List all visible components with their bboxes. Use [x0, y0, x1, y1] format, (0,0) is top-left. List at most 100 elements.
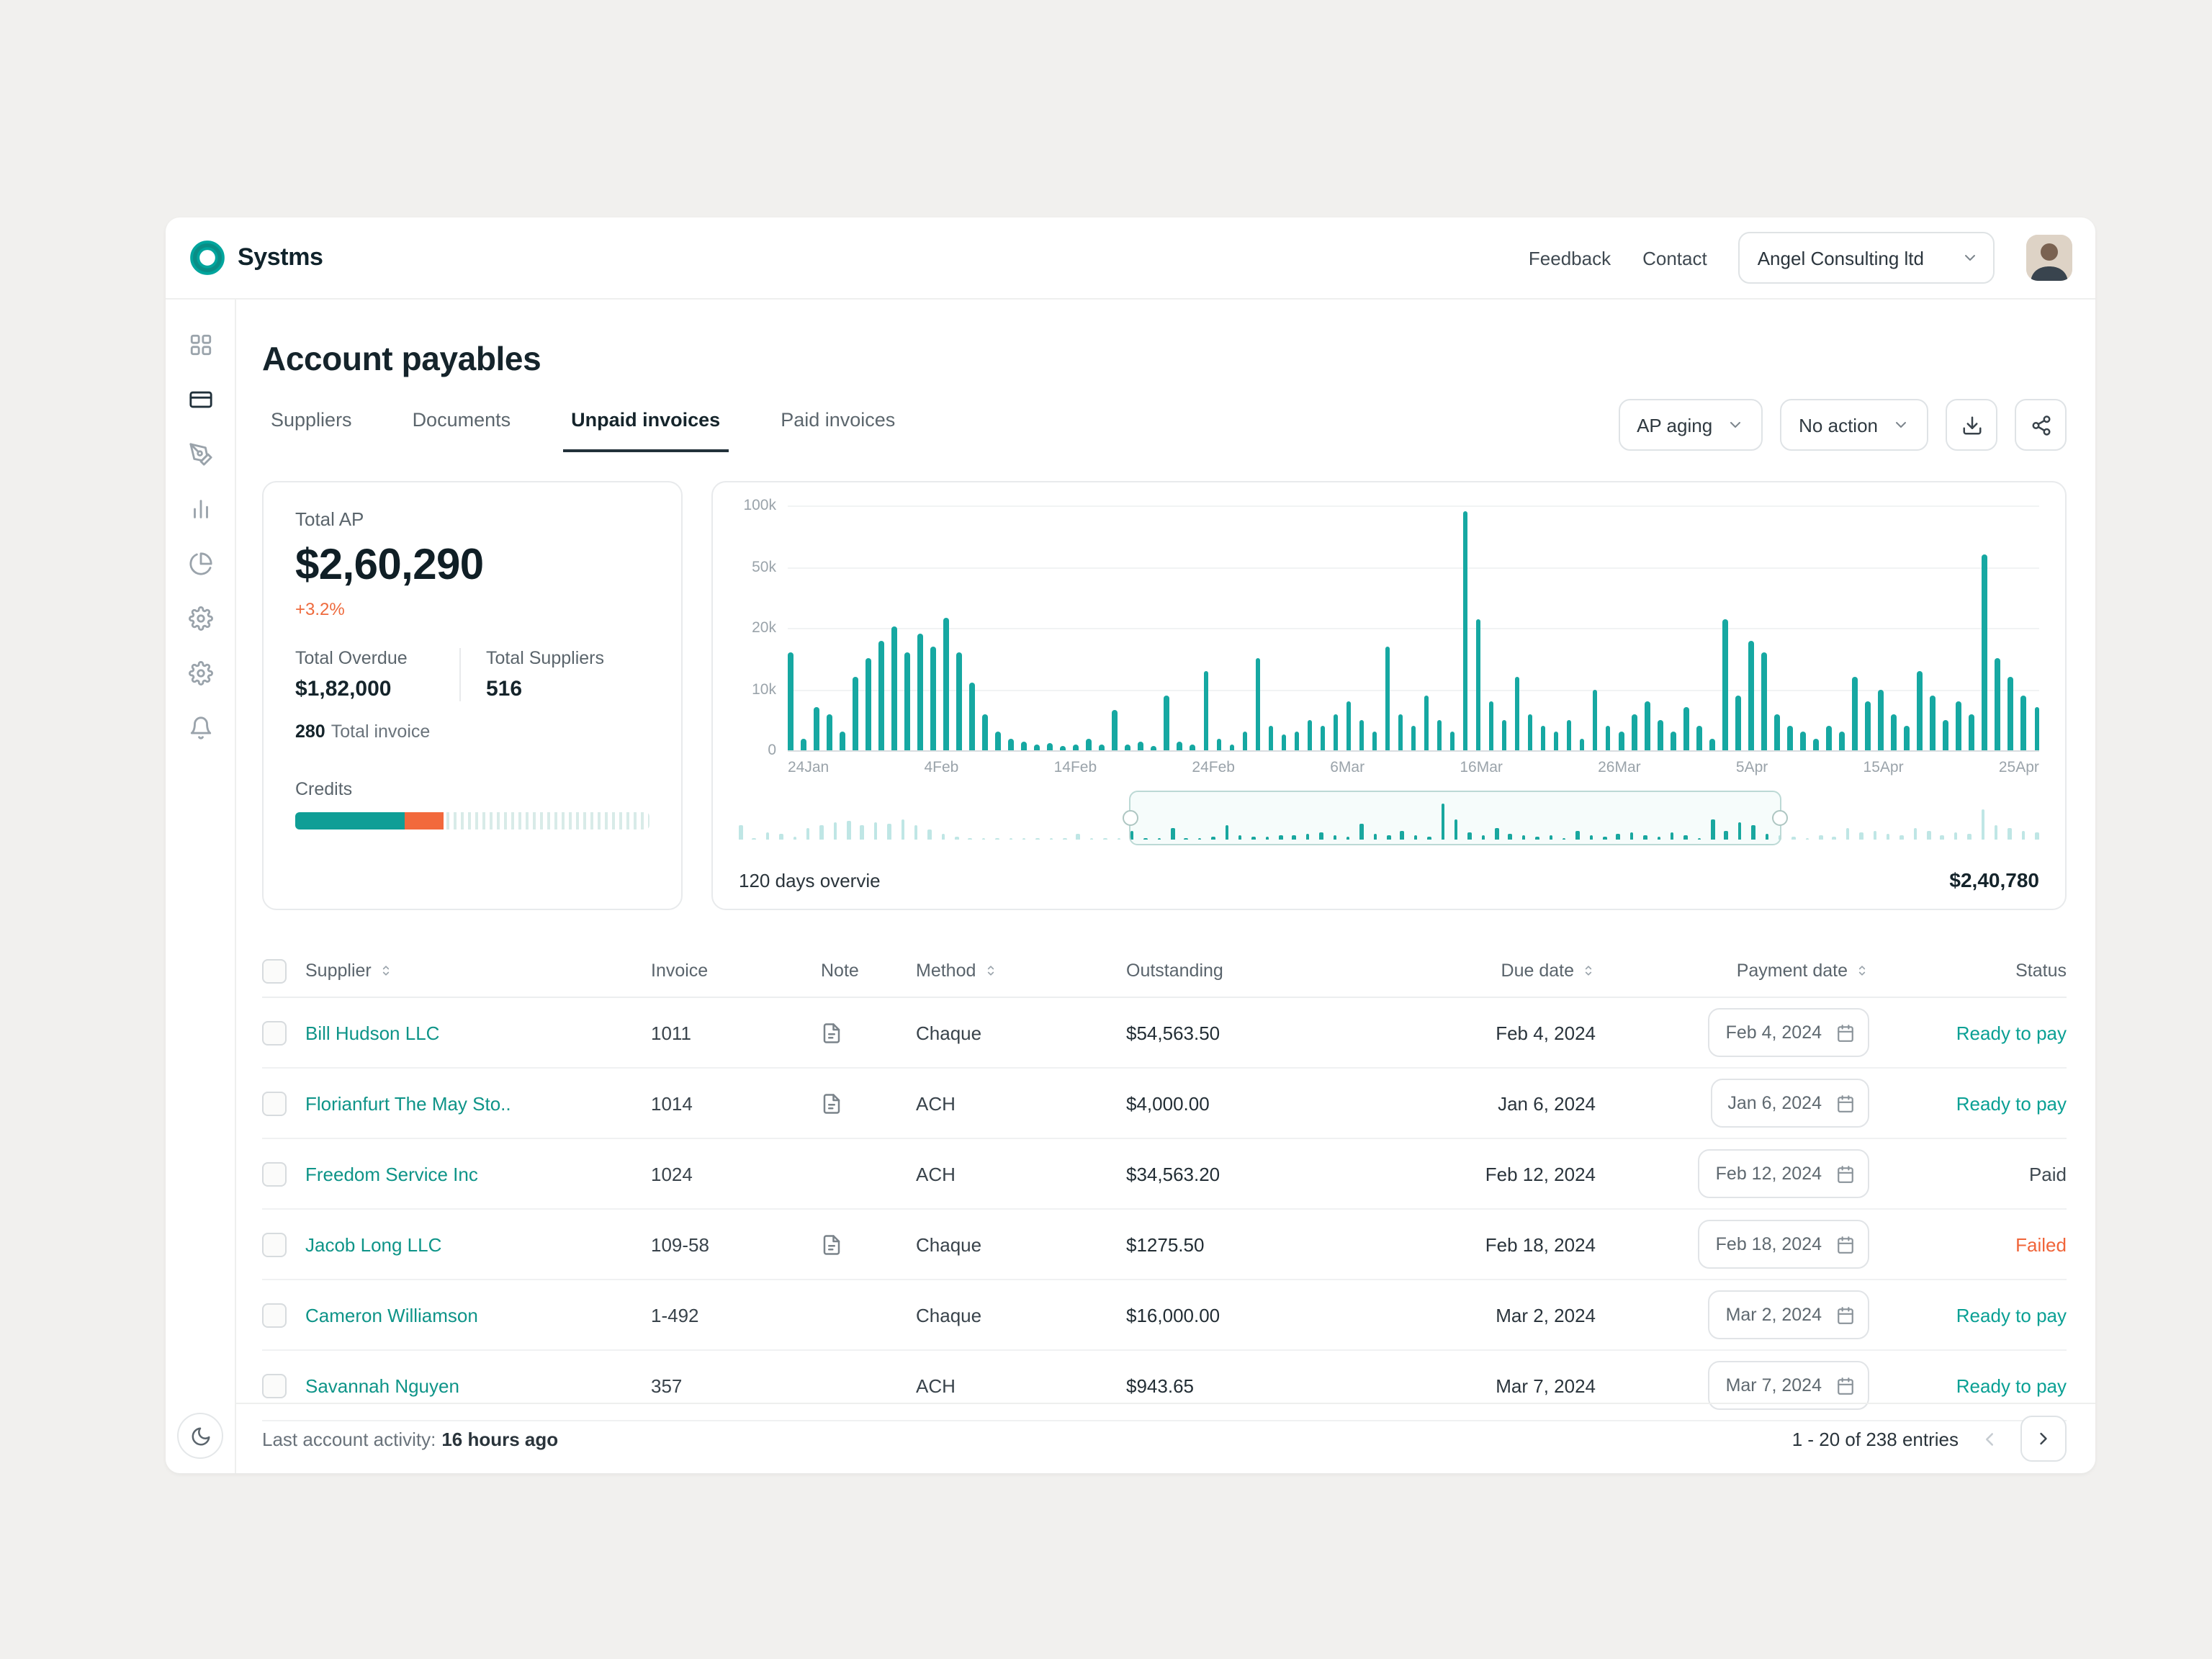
overview-bar: [1197, 837, 1202, 840]
overview-selection[interactable]: [1122, 791, 1789, 845]
status-badge: Paid: [2028, 1163, 2067, 1184]
note-icon[interactable]: [821, 1233, 916, 1255]
selection-handle-left[interactable]: [1122, 810, 1138, 826]
select-all-checkbox[interactable]: [262, 958, 287, 983]
invoice-number: 1024: [651, 1163, 693, 1184]
overview-fade-right: [1779, 793, 2039, 842]
dark-mode-toggle[interactable]: [177, 1413, 223, 1459]
sidebar-item-credit-card[interactable]: [176, 374, 225, 423]
column-header-method[interactable]: Method: [916, 961, 1126, 981]
total-overdue-value: $1,82,000: [295, 677, 392, 701]
chart-bar: [930, 646, 936, 750]
note-icon[interactable]: [821, 1022, 916, 1043]
chart-bar: [827, 714, 832, 750]
last-activity-value: 16 hours ago: [441, 1428, 559, 1449]
row-checkbox[interactable]: [262, 1020, 287, 1045]
column-header-label: Supplier: [305, 961, 372, 981]
tab-suppliers[interactable]: Suppliers: [262, 408, 361, 452]
status-badge: Ready to pay: [1956, 1092, 2067, 1114]
payment-date-input[interactable]: Jan 6, 2024: [1710, 1079, 1869, 1128]
payment-method: ACH: [916, 1375, 956, 1396]
supplier-link[interactable]: Savannah Nguyen: [305, 1375, 459, 1396]
overview-bar: [1657, 837, 1660, 840]
contact-link[interactable]: Contact: [1642, 247, 1707, 269]
chart-bar: [1696, 726, 1702, 750]
tab-documents[interactable]: Documents: [404, 408, 520, 452]
column-header-label: Status: [2015, 961, 2067, 981]
overview-bar: [1359, 823, 1364, 840]
no-action-dropdown[interactable]: No action: [1780, 399, 1928, 451]
sidebar-item-bar-chart[interactable]: [176, 484, 225, 533]
sidebar-item-settings[interactable]: [176, 648, 225, 697]
payment-date-input[interactable]: Mar 7, 2024: [1708, 1361, 1869, 1410]
total-suppliers-stat: Total Suppliers 516: [459, 648, 649, 701]
column-header-invoice: Invoice: [651, 961, 821, 981]
column-header-supplier[interactable]: Supplier: [305, 961, 651, 981]
sort-icon[interactable]: [379, 963, 393, 978]
supplier-link[interactable]: Bill Hudson LLC: [305, 1022, 440, 1043]
row-checkbox[interactable]: [262, 1161, 287, 1186]
status-badge: Failed: [2015, 1233, 2067, 1255]
chart-bar: [1047, 742, 1053, 750]
payment-date-input[interactable]: Mar 2, 2024: [1708, 1290, 1869, 1339]
note-icon[interactable]: [821, 1092, 916, 1114]
sidebar-item-grid[interactable]: [176, 320, 225, 369]
payment-date-value: Feb 12, 2024: [1715, 1164, 1822, 1184]
calendar-icon: [1836, 1094, 1855, 1112]
supplier-link[interactable]: Florianfurt The May Sto..: [305, 1092, 511, 1114]
sort-icon[interactable]: [983, 963, 997, 978]
payment-date-input[interactable]: Feb 18, 2024: [1698, 1220, 1869, 1269]
table-row: Freedom Service Inc 1024 ACH $34,563.20 Feb …: [262, 1139, 2067, 1210]
column-header-due-date[interactable]: Due date: [1394, 961, 1596, 981]
column-header-label: Outstanding: [1126, 961, 1223, 981]
total-ap-label: Total AP: [295, 508, 364, 530]
sort-icon[interactable]: [1581, 963, 1596, 978]
chart-bar: [1826, 726, 1832, 750]
chart-bar: [1566, 719, 1572, 750]
sidebar-item-pen-tool[interactable]: [176, 429, 225, 478]
download-icon: [1961, 414, 1982, 436]
chart-bar: [1488, 701, 1494, 750]
column-header-payment-date[interactable]: Payment date: [1596, 961, 1869, 981]
sidebar-item-bell[interactable]: [176, 703, 225, 752]
tab-unpaid-invoices[interactable]: Unpaid invoices: [562, 408, 729, 452]
total-overdue-stat: Total Overdue $1,82,000: [295, 648, 459, 701]
payment-date-input[interactable]: Feb 12, 2024: [1698, 1149, 1869, 1198]
sidebar-item-cog[interactable]: [176, 593, 225, 642]
next-page-button[interactable]: [2020, 1416, 2067, 1462]
selection-handle-right[interactable]: [1772, 810, 1789, 826]
avatar[interactable]: [2026, 235, 2072, 281]
summary-stats: Total Overdue $1,82,000 Total Suppliers …: [295, 648, 649, 701]
column-header-outstanding: Outstanding: [1126, 961, 1394, 981]
supplier-link[interactable]: Jacob Long LLC: [305, 1233, 442, 1255]
payment-method: ACH: [916, 1092, 956, 1114]
previous-page-button[interactable]: [1979, 1428, 2000, 1449]
x-tick-label: 24Jan: [788, 759, 830, 776]
sidebar-item-pie-chart[interactable]: [176, 539, 225, 588]
row-checkbox[interactable]: [262, 1303, 287, 1327]
row-checkbox[interactable]: [262, 1091, 287, 1115]
tab-paid-invoices[interactable]: Paid invoices: [772, 408, 904, 452]
invoice-number: 109-58: [651, 1233, 709, 1255]
sort-icon[interactable]: [1855, 963, 1869, 978]
overview-bar: [1441, 803, 1444, 840]
supplier-link[interactable]: Freedom Service Inc: [305, 1163, 478, 1184]
feedback-link[interactable]: Feedback: [1528, 247, 1611, 269]
org-selector[interactable]: Angel Consulting ltd: [1738, 232, 1995, 284]
gridline-0: [788, 750, 2039, 752]
grid-icon: [188, 332, 212, 356]
row-checkbox[interactable]: [262, 1232, 287, 1256]
share-button[interactable]: [2015, 399, 2067, 451]
outstanding-amount: $4,000.00: [1126, 1092, 1210, 1114]
download-button[interactable]: [1946, 399, 1997, 451]
payment-date-input[interactable]: Feb 4, 2024: [1708, 1008, 1869, 1057]
table-body: Bill Hudson LLC 1011 Chaque $54,563.50 Feb 4…: [262, 998, 2067, 1421]
overview-bar: [1683, 835, 1688, 840]
chart-bar: [1878, 689, 1884, 750]
chart-bar: [1527, 714, 1533, 750]
overview-bar: [1265, 837, 1269, 840]
row-checkbox[interactable]: [262, 1373, 287, 1398]
ap-aging-dropdown[interactable]: AP aging: [1618, 399, 1763, 451]
supplier-link[interactable]: Cameron Williamson: [305, 1304, 478, 1326]
chart-bar: [1086, 738, 1092, 750]
